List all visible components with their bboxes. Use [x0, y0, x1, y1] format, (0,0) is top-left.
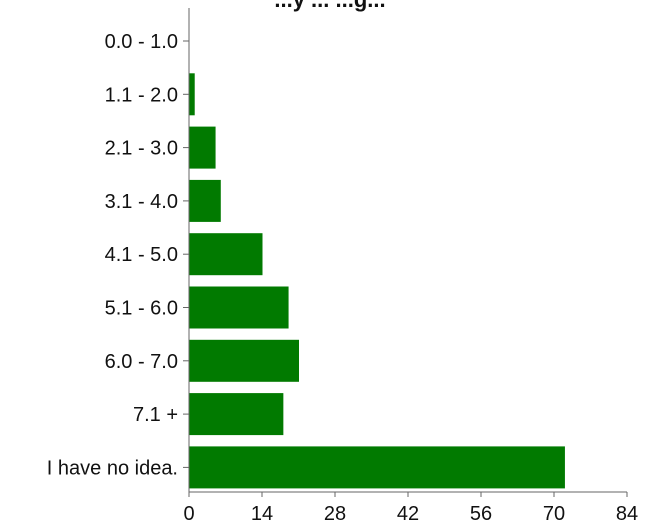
category-label: 0.0 - 1.0 — [105, 31, 178, 53]
bar — [189, 233, 263, 276]
x-tick-label: 14 — [251, 503, 273, 525]
category-label: 6.0 - 7.0 — [105, 351, 178, 373]
bar — [189, 286, 289, 329]
bar — [189, 179, 221, 222]
category-label: 4.1 - 5.0 — [105, 244, 178, 266]
category-label: 2.1 - 3.0 — [105, 138, 178, 160]
chart-title-text: ...y ... ...g... — [274, 0, 385, 12]
bar — [189, 446, 565, 489]
bar — [189, 73, 195, 116]
x-tick-label: 70 — [543, 503, 565, 525]
x-tick-label: 28 — [324, 503, 346, 525]
bars-group — [189, 73, 565, 489]
category-label: 1.1 - 2.0 — [105, 84, 178, 106]
bar — [189, 339, 299, 382]
category-label: 7.1 + — [133, 404, 178, 426]
bar — [189, 126, 216, 169]
chart-title: ...y ... ...g... — [274, 0, 385, 12]
x-tick-label: 84 — [616, 503, 638, 525]
category-label: 3.1 - 4.0 — [105, 191, 178, 213]
x-tick-labels: 0 14 28 42 56 70 84 — [183, 503, 638, 525]
category-label: 5.1 - 6.0 — [105, 298, 178, 320]
category-labels: 0.0 - 1.0 1.1 - 2.0 2.1 - 3.0 3.1 - 4.0 4.1 … — [47, 31, 178, 479]
x-tick-label: 0 — [183, 503, 194, 525]
category-label: I have no idea. — [47, 457, 178, 479]
bar — [189, 393, 284, 436]
chart-axes — [183, 8, 628, 497]
x-tick-label: 56 — [470, 503, 492, 525]
x-tick-label: 42 — [397, 503, 419, 525]
